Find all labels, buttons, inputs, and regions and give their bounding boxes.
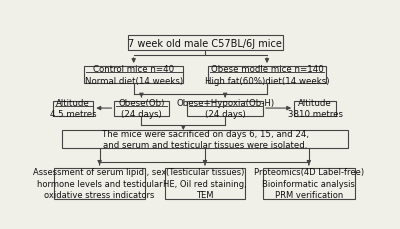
- FancyBboxPatch shape: [114, 101, 168, 116]
- FancyBboxPatch shape: [84, 67, 183, 83]
- FancyBboxPatch shape: [165, 168, 245, 199]
- Text: Control mice n=40
Normal diet(14 weeks): Control mice n=40 Normal diet(14 weeks): [85, 65, 183, 85]
- Text: Assessment of serum lipid , sex
hormone levels and testicular
oxidative stress i: Assessment of serum lipid , sex hormone …: [33, 168, 166, 199]
- Text: Obese(Ob)
(24 days): Obese(Ob) (24 days): [118, 98, 165, 119]
- Text: Obese modle mice n=140
High fat(60%)diet(14 weeks): Obese modle mice n=140 High fat(60%)diet…: [205, 65, 329, 85]
- FancyBboxPatch shape: [294, 101, 336, 116]
- Text: 7 week old male C57BL/6J mice: 7 week old male C57BL/6J mice: [128, 38, 282, 48]
- FancyBboxPatch shape: [263, 168, 354, 199]
- Text: Altitude
3810 metres: Altitude 3810 metres: [288, 98, 342, 119]
- FancyBboxPatch shape: [54, 168, 145, 199]
- FancyBboxPatch shape: [128, 36, 282, 51]
- FancyBboxPatch shape: [208, 67, 326, 83]
- Text: Obese+Hypoxia(Ob-H)
(24 days): Obese+Hypoxia(Ob-H) (24 days): [176, 98, 274, 119]
- Text: The mice were sacrificed on days 6, 15, and 24,
and serum and testicular tissues: The mice were sacrificed on days 6, 15, …: [102, 129, 308, 150]
- FancyBboxPatch shape: [62, 131, 348, 148]
- Text: (Testicular tissues)
HE, Oil red staining,
TEM: (Testicular tissues) HE, Oil red stainin…: [163, 168, 247, 199]
- Text: Altitude
4.5 metres: Altitude 4.5 metres: [50, 98, 96, 119]
- FancyBboxPatch shape: [53, 101, 94, 116]
- FancyBboxPatch shape: [187, 101, 263, 116]
- Text: Proteomics(4D Label-free)
Bioinformatic analysis
PRM verification: Proteomics(4D Label-free) Bioinformatic …: [254, 168, 364, 199]
